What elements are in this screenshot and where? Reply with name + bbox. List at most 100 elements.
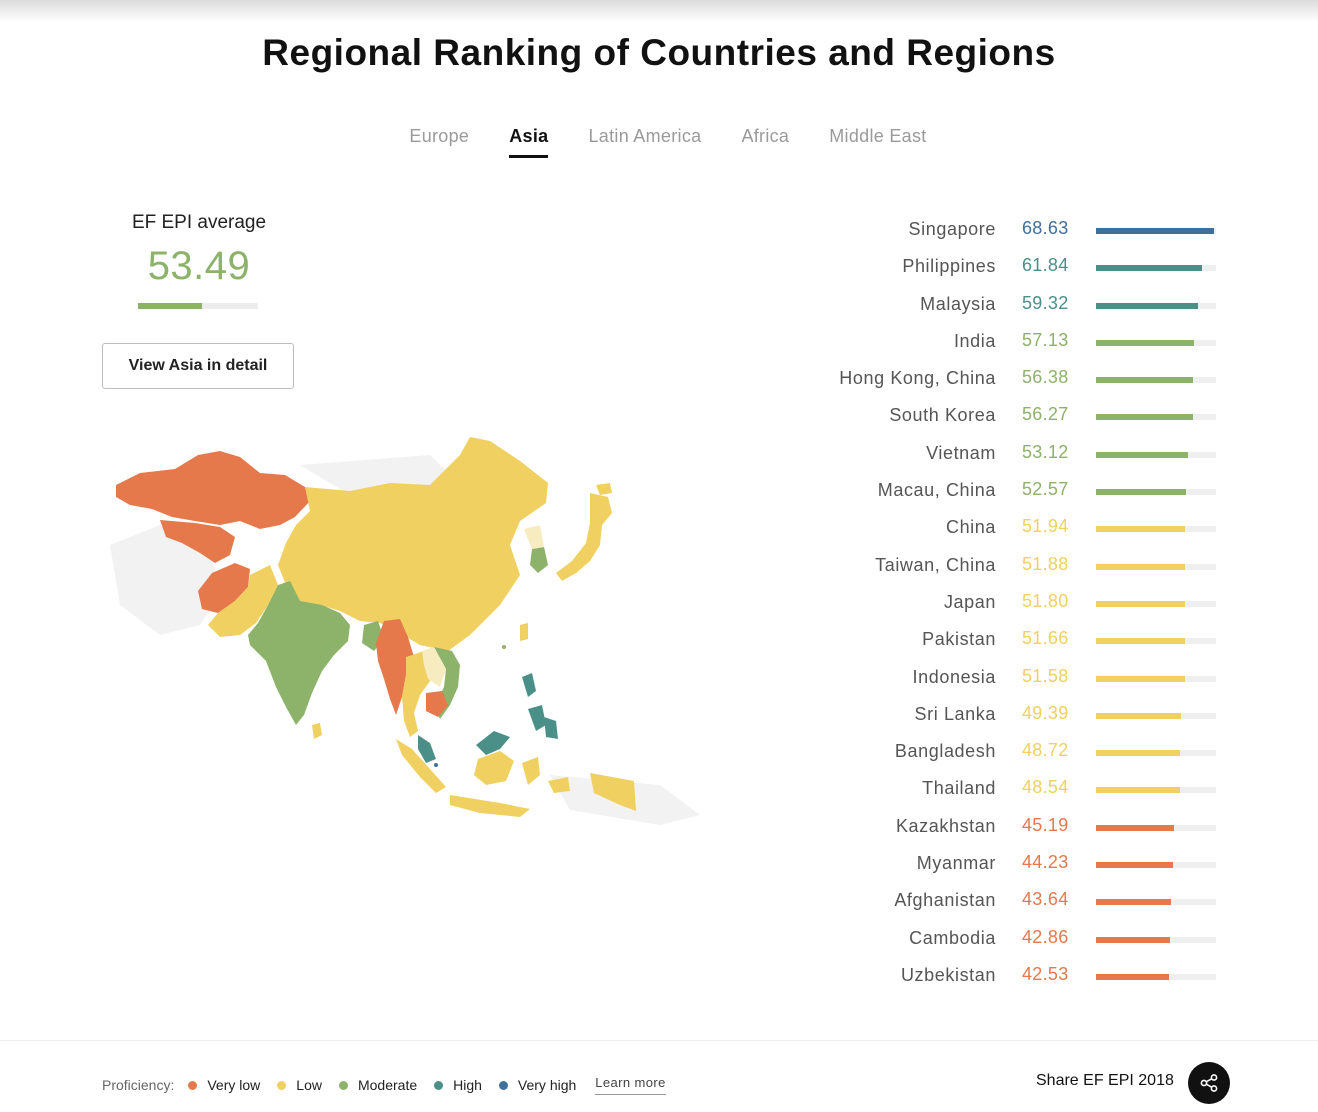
ranking-row[interactable]: Kazakhstan 45.19 (820, 810, 1240, 847)
share-button[interactable] (1188, 1062, 1230, 1104)
score-bar (1096, 377, 1216, 384)
map-singapore[interactable] (434, 763, 438, 767)
view-detail-button[interactable]: View Asia in detail (102, 343, 294, 389)
proficiency-legend: Proficiency: Very low Low Moderate High … (102, 1075, 666, 1095)
map-kazakhstan[interactable] (116, 451, 310, 529)
proficiency-label: Proficiency: (102, 1077, 175, 1093)
country-name: Thailand (922, 778, 996, 799)
country-name: Myanmar (916, 853, 996, 874)
legend-moderate-label: Moderate (357, 1077, 418, 1093)
country-name: Vietnam (926, 442, 996, 463)
map-background-land (110, 455, 700, 825)
country-score: 51.88 (1022, 553, 1069, 574)
ranking-row[interactable]: Malaysia 59.32 (820, 288, 1240, 325)
country-score: 51.80 (1022, 590, 1069, 611)
country-name: Uzbekistan (900, 964, 996, 985)
ranking-row[interactable]: Uzbekistan 42.53 (820, 959, 1240, 996)
tab-africa[interactable]: Africa (741, 126, 790, 146)
ranking-row[interactable]: Indonesia 51.58 (820, 661, 1240, 698)
country-score: 53.12 (1022, 441, 1069, 462)
ranking-row[interactable]: Hong Kong, China 56.38 (820, 362, 1240, 399)
ranking-row[interactable]: China 51.94 (820, 511, 1240, 548)
score-bar (1096, 339, 1216, 346)
map-south-korea[interactable] (530, 547, 548, 573)
score-bar (1096, 489, 1216, 496)
score-bar-fill (1096, 489, 1186, 496)
tab-latin-america[interactable]: Latin America (588, 126, 702, 146)
map-uzbekistan[interactable] (160, 520, 235, 563)
score-bar (1096, 824, 1216, 831)
map-philippines[interactable] (522, 673, 558, 739)
ranking-row[interactable]: Singapore 68.63 (820, 213, 1240, 250)
legend-moderate: Moderate (338, 1077, 418, 1093)
score-bar-fill (1096, 936, 1170, 943)
ranking-list: Singapore 68.63 Philippines 61.84 Malaysia 59… (820, 213, 1240, 996)
country-score: 49.39 (1022, 702, 1069, 723)
ranking-row[interactable]: Taiwan, China 51.88 (820, 549, 1240, 586)
moderate-dot-icon (338, 1080, 348, 1090)
score-bar (1096, 526, 1216, 533)
country-score: 68.63 (1022, 218, 1069, 238)
ranking-row[interactable]: Japan 51.80 (820, 586, 1240, 623)
score-bar-fill (1096, 638, 1185, 645)
score-bar-fill (1096, 526, 1185, 533)
map-sri-lanka[interactable] (312, 723, 322, 739)
ranking-row[interactable]: Thailand 48.54 (820, 772, 1240, 809)
map-north-korea[interactable] (524, 525, 544, 549)
score-bar-fill (1096, 414, 1193, 421)
low-dot-icon (277, 1080, 287, 1090)
country-name: Bangladesh (894, 741, 996, 762)
map-cambodia[interactable] (426, 691, 448, 717)
ranking-row[interactable]: Vietnam 53.12 (820, 437, 1240, 474)
ranking-row[interactable]: Philippines 61.84 (820, 250, 1240, 287)
score-bar (1096, 862, 1216, 869)
ranking-row[interactable]: India 57.13 (820, 325, 1240, 362)
score-bar (1096, 675, 1216, 682)
tab-middle-east[interactable]: Middle East (829, 126, 927, 146)
ranking-row[interactable]: Afghanistan 43.64 (820, 884, 1240, 921)
map-japan[interactable] (556, 483, 612, 581)
map-laos[interactable] (422, 647, 446, 687)
map-taiwan[interactable] (520, 623, 528, 641)
learn-more-link[interactable]: Learn more (595, 1075, 666, 1095)
score-bar-fill (1096, 451, 1188, 458)
country-score: 42.86 (1022, 926, 1069, 947)
legend-high: High (434, 1077, 482, 1093)
page-title: Regional Ranking of Countries and Region… (262, 32, 1056, 73)
ranking-row[interactable]: South Korea 56.27 (820, 399, 1240, 436)
country-score: 45.19 (1022, 814, 1069, 835)
map-hong-kong[interactable] (502, 645, 506, 649)
ranking-row[interactable]: Sri Lanka 49.39 (820, 698, 1240, 735)
country-name: Macau, China (877, 480, 996, 501)
country-score: 56.27 (1022, 404, 1069, 425)
ranking-row[interactable]: Pakistan 51.66 (820, 623, 1240, 660)
country-name: Afghanistan (894, 890, 996, 911)
score-bar-fill (1096, 750, 1180, 757)
ranking-row[interactable]: Macau, China 52.57 (820, 474, 1240, 511)
ranking-row[interactable]: Cambodia 42.86 (820, 922, 1240, 959)
score-bar (1096, 750, 1216, 757)
tab-asia[interactable]: Asia (509, 126, 549, 158)
country-score: 42.53 (1022, 963, 1069, 984)
map-china[interactable] (278, 437, 548, 651)
tab-europe[interactable]: Europe (409, 126, 470, 146)
map-afghanistan[interactable] (198, 563, 250, 613)
country-score: 48.54 (1022, 777, 1069, 798)
ranking-row[interactable]: Bangladesh 48.72 (820, 735, 1240, 772)
country-score: 57.13 (1022, 329, 1069, 350)
map-myanmar[interactable] (376, 619, 414, 715)
share-label[interactable]: Share EF EPI 2018 (1036, 1072, 1174, 1089)
map-indonesia[interactable] (396, 739, 636, 817)
high-dot-icon (434, 1080, 444, 1090)
map-india[interactable] (248, 581, 350, 725)
score-bar (1096, 787, 1216, 794)
footer: Proficiency: Very low Low Moderate High … (0, 1040, 1318, 1112)
ranking-row[interactable]: Myanmar 44.23 (820, 847, 1240, 884)
score-bar (1096, 973, 1216, 980)
legend-low: Low (277, 1077, 322, 1093)
legend-very-low: Very low (188, 1077, 260, 1093)
score-bar (1096, 228, 1216, 234)
average-value: 53.49 (147, 244, 251, 288)
map-malaysia[interactable] (418, 731, 510, 763)
map-pakistan[interactable] (208, 565, 278, 637)
